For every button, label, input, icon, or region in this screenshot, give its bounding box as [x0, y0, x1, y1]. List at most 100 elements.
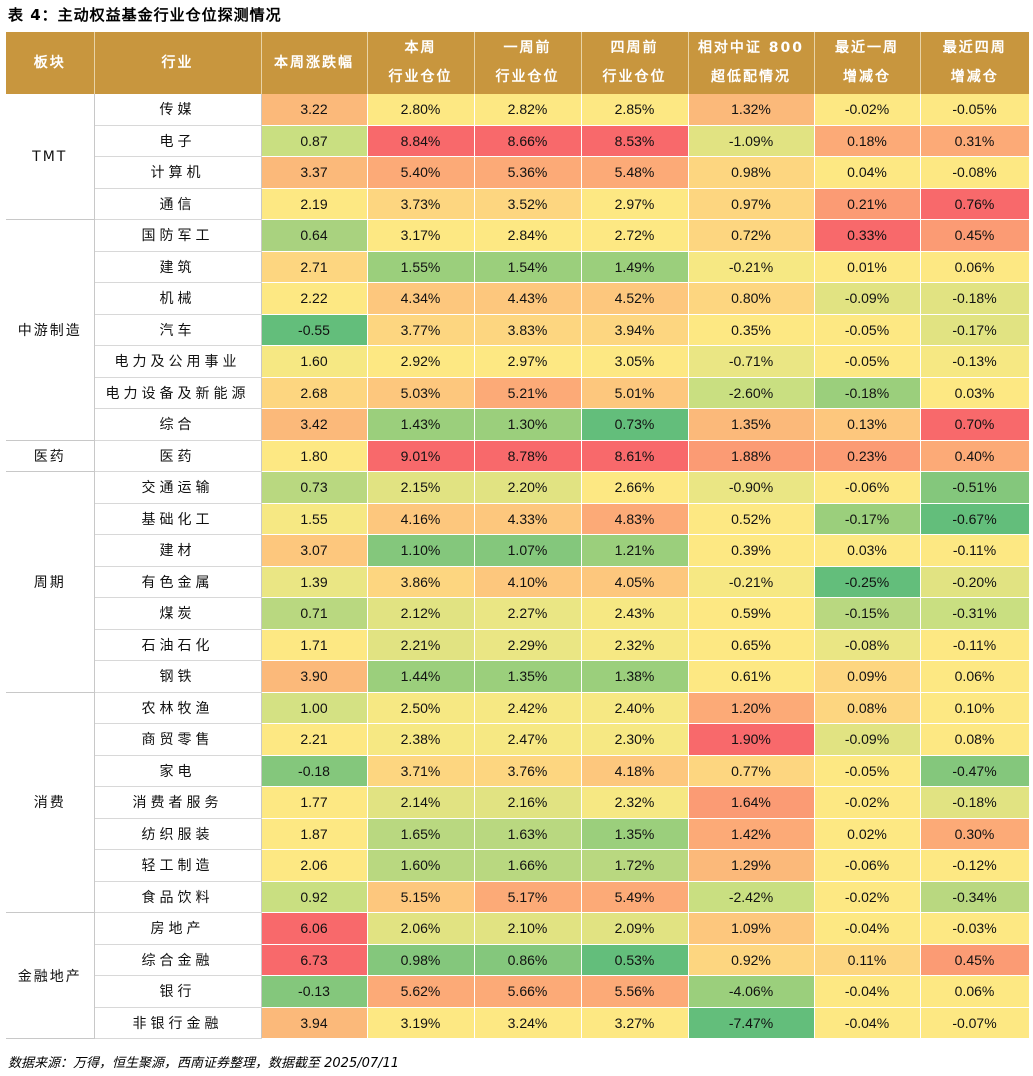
value-cell: 2.09%	[581, 912, 689, 945]
value-cell: 1.55	[261, 503, 368, 535]
industry-cell: 食品饮料	[94, 881, 262, 913]
value-cell: 6.73	[261, 944, 368, 976]
table-row: 石油石化 1.71 2.21% 2.29% 2.32% 0.65% -0.08% -0.11%	[6, 629, 1030, 661]
value-cell: 0.40%	[920, 440, 1030, 472]
column-header-line1: 行业	[161, 54, 194, 71]
industry-cell: 传媒	[94, 94, 262, 126]
value-cell: -0.05%	[814, 314, 921, 346]
industry-cell: 电子	[94, 125, 262, 157]
value-cell: -0.08%	[814, 629, 921, 661]
table-row: 机械 2.22 4.34% 4.43% 4.52% 0.80% -0.09% -0.18%	[6, 282, 1030, 315]
value-cell: -0.55	[261, 314, 368, 346]
sector-cell: 金融地产	[6, 912, 95, 1039]
value-cell: 0.80%	[688, 282, 815, 315]
value-cell: 0.08%	[920, 723, 1030, 756]
value-cell: 5.40%	[367, 156, 475, 189]
value-cell: 1.65%	[367, 818, 475, 850]
value-cell: 1.80	[261, 440, 368, 472]
value-cell: 2.40%	[581, 692, 689, 724]
column-header: 四周前 行业仓位	[581, 32, 689, 94]
value-cell: -0.05%	[814, 345, 921, 378]
value-cell: -0.18%	[920, 786, 1030, 819]
value-cell: 9.01%	[367, 440, 475, 472]
industry-cell: 商贸零售	[94, 723, 262, 756]
value-cell: 1.60	[261, 345, 368, 378]
value-cell: 0.98%	[367, 944, 475, 976]
source-note: 数据来源：万得，恒生聚源，西南证券整理，数据截至 2025/07/11	[8, 1056, 400, 1071]
value-cell: -0.21%	[688, 566, 815, 598]
value-cell: 5.66%	[474, 975, 582, 1008]
column-header: 最近一周 增减仓	[814, 32, 921, 94]
column-header: 本周涨跌幅	[261, 32, 368, 94]
value-cell: 2.14%	[367, 786, 475, 819]
value-cell: 4.52%	[581, 282, 689, 315]
value-cell: 5.48%	[581, 156, 689, 189]
value-cell: 2.43%	[581, 597, 689, 630]
value-cell: 2.10%	[474, 912, 582, 945]
value-cell: -0.17%	[920, 314, 1030, 346]
value-cell: 0.98%	[688, 156, 815, 189]
value-cell: 4.10%	[474, 566, 582, 598]
value-cell: 0.01%	[814, 251, 921, 283]
value-cell: -0.47%	[920, 755, 1030, 787]
value-cell: 0.52%	[688, 503, 815, 535]
value-cell: 4.43%	[474, 282, 582, 315]
value-cell: 2.29%	[474, 629, 582, 661]
column-header-line2: 行业仓位	[388, 69, 453, 85]
value-cell: -0.09%	[814, 723, 921, 756]
value-cell: 5.01%	[581, 377, 689, 409]
value-cell: -4.06%	[688, 975, 815, 1008]
value-cell: 0.45%	[920, 219, 1030, 252]
value-cell: 0.71	[261, 597, 368, 630]
industry-cell: 家电	[94, 755, 262, 787]
value-cell: -2.60%	[688, 377, 815, 409]
value-cell: -0.04%	[814, 1007, 921, 1039]
value-cell: 2.50%	[367, 692, 475, 724]
value-cell: 0.08%	[814, 692, 921, 724]
value-cell: 2.20%	[474, 471, 582, 504]
value-cell: 3.22	[261, 94, 368, 126]
column-header-line2: 行业仓位	[495, 69, 560, 85]
table-row: 银行 -0.13 5.62% 5.66% 5.56% -4.06% -0.04% 0.06%	[6, 975, 1030, 1008]
value-cell: 1.39	[261, 566, 368, 598]
value-cell: 2.42%	[474, 692, 582, 724]
table-row: 电力及公用事业 1.60 2.92% 2.97% 3.05% -0.71% -0.05% -0…	[6, 345, 1030, 378]
value-cell: 0.21%	[814, 188, 921, 220]
industry-cell: 汽车	[94, 314, 262, 346]
column-header: 板块	[6, 32, 95, 94]
value-cell: 0.61%	[688, 660, 815, 693]
value-cell: 4.16%	[367, 503, 475, 535]
value-cell: -0.25%	[814, 566, 921, 598]
sector-cell: 周期	[6, 471, 95, 693]
value-cell: -0.11%	[920, 629, 1030, 661]
value-cell: 5.17%	[474, 881, 582, 913]
value-cell: 0.39%	[688, 534, 815, 567]
value-cell: -0.13%	[920, 345, 1030, 378]
value-cell: 2.97%	[474, 345, 582, 378]
table-title: 表 4：主动权益基金行业仓位探测情况	[8, 6, 282, 24]
value-cell: 4.34%	[367, 282, 475, 315]
value-cell: 3.71%	[367, 755, 475, 787]
value-cell: 3.73%	[367, 188, 475, 220]
value-cell: 3.19%	[367, 1007, 475, 1039]
value-cell: -0.08%	[920, 156, 1030, 189]
industry-cell: 计算机	[94, 156, 262, 189]
value-cell: -0.06%	[814, 471, 921, 504]
value-cell: 0.02%	[814, 818, 921, 850]
value-cell: -0.02%	[814, 881, 921, 913]
value-cell: 0.73	[261, 471, 368, 504]
table-row: 计算机 3.37 5.40% 5.36% 5.48% 0.98% 0.04% -0.08%	[6, 156, 1030, 189]
table-row: 通信 2.19 3.73% 3.52% 2.97% 0.97% 0.21% 0.76%	[6, 188, 1030, 220]
column-header: 最近四周 增减仓	[920, 32, 1029, 94]
table-row: 基础化工 1.55 4.16% 4.33% 4.83% 0.52% -0.17% -0.67%	[6, 503, 1030, 535]
value-cell: 3.90	[261, 660, 368, 693]
value-cell: 1.35%	[688, 408, 815, 441]
value-cell: 1.38%	[581, 660, 689, 693]
industry-cell: 交通运输	[94, 471, 262, 504]
value-cell: 0.33%	[814, 219, 921, 252]
value-cell: 3.77%	[367, 314, 475, 346]
value-cell: 8.66%	[474, 125, 582, 157]
industry-cell: 建筑	[94, 251, 262, 283]
value-cell: 2.92%	[367, 345, 475, 378]
table-row: 家电 -0.18 3.71% 3.76% 4.18% 0.77% -0.05% -0.47%	[6, 755, 1030, 787]
